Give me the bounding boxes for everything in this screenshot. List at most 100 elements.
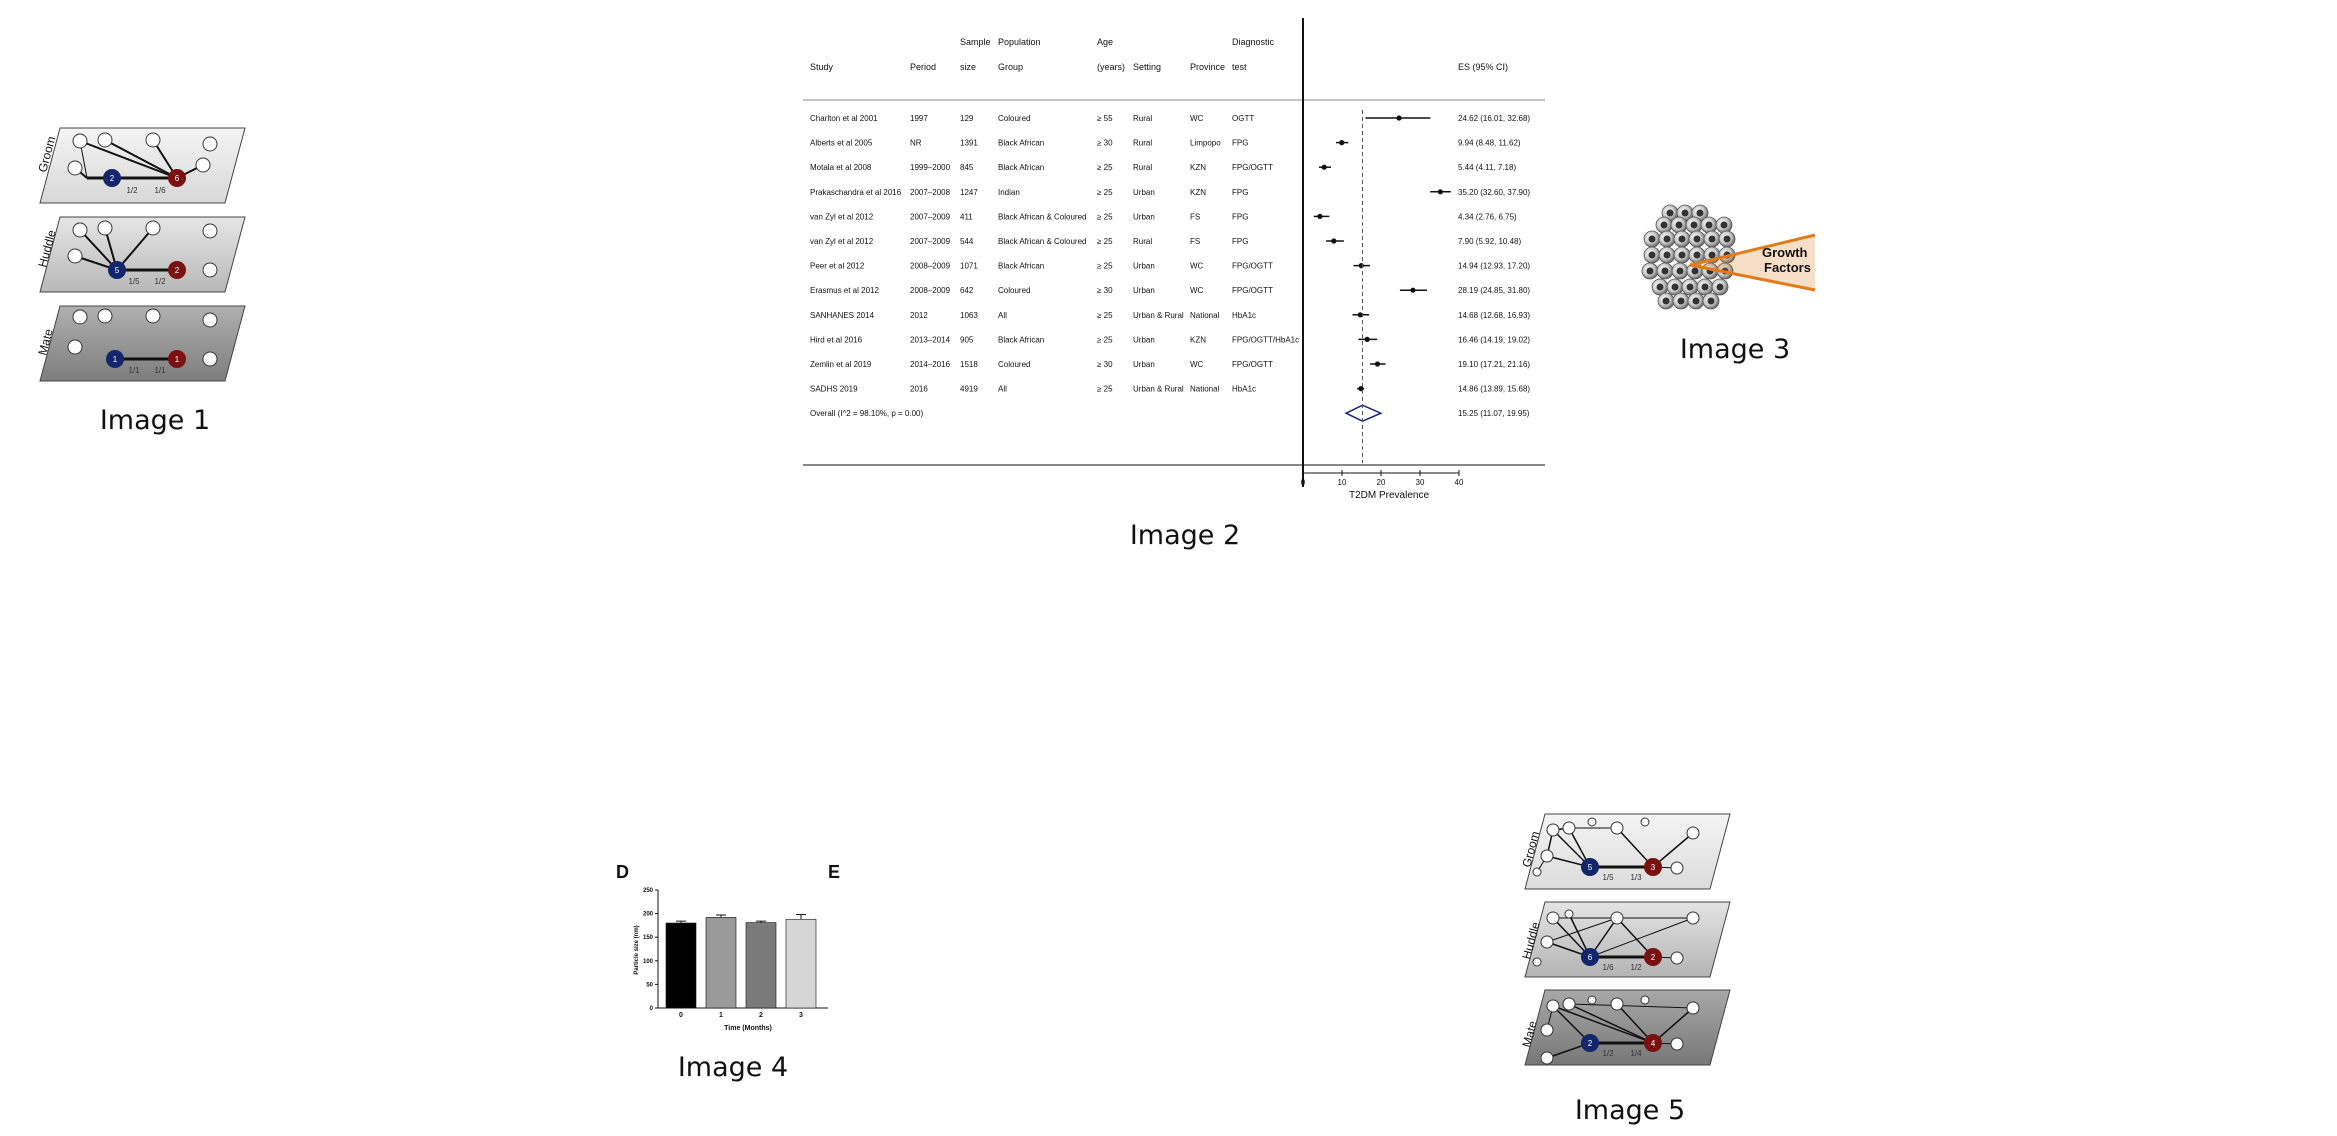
estimate-point [1317, 213, 1323, 219]
x-tick-label: 2 [759, 1012, 763, 1019]
blue-node [108, 261, 126, 279]
forest-size-cell: 845 [960, 163, 974, 172]
forest-period-cell: 2007–2009 [910, 212, 951, 221]
panel-letter-d: D [616, 862, 629, 882]
forest-age-cell: ≥ 25 [1097, 212, 1113, 221]
image4-panel: D E Particle size (nm) Time (Months) 0 50… [610, 860, 840, 1040]
forest-period-cell: 2012 [910, 311, 928, 320]
header-sample-1: Sample [960, 37, 991, 47]
overall-label: Overall (I^2 = 98.10%, p = 0.00) [810, 409, 923, 418]
red-node-label: 4 [1651, 1039, 1656, 1048]
red-fraction: 1/1 [154, 366, 166, 375]
forest-size-cell: 544 [960, 237, 974, 246]
forest-size-cell: 642 [960, 286, 974, 295]
forest-row: Motala et al 2008 1999–2000 845 Black Afric… [810, 163, 1516, 172]
cell-nucleus [1707, 297, 1715, 305]
forest-size-cell: 4919 [960, 385, 978, 394]
forest-setting-cell: Urban [1133, 286, 1155, 295]
forest-size-cell: 1391 [960, 139, 978, 148]
forest-setting-cell: Urban [1133, 360, 1155, 369]
forest-age-cell: ≥ 25 [1097, 163, 1113, 172]
growth-factor-beam [1689, 233, 1816, 292]
forest-es-cell: 14.68 (12.68, 16.93) [1458, 311, 1530, 320]
cell-nucleus [1660, 221, 1668, 229]
forest-test-cell: FPG/OGTT [1232, 360, 1273, 369]
forest-province-cell: FS [1190, 237, 1200, 246]
forest-group-cell: Coloured [998, 360, 1030, 369]
header-province: Province [1190, 62, 1225, 72]
forest-size-cell: 1518 [960, 360, 978, 369]
forest-study-cell: Prakaschandra et al 2016 [810, 188, 902, 197]
cell-nucleus [1705, 221, 1713, 229]
cell-nucleus [1693, 235, 1701, 243]
forest-study-cell: Erasmus et al 2012 [810, 286, 879, 295]
cell-nucleus [1690, 221, 1698, 229]
forest-size-cell: 1063 [960, 311, 978, 320]
forest-period-cell: 1997 [910, 114, 928, 123]
cell-nucleus [1686, 283, 1694, 291]
forest-province-cell: KZN [1190, 163, 1206, 172]
header-pop-2: Group [998, 62, 1023, 72]
cell-nucleus [1646, 267, 1654, 275]
panel-letter-e: E [828, 862, 840, 882]
caption-image-1: Image 1 [99, 405, 211, 436]
forest-setting-cell: Urban [1133, 262, 1155, 271]
forest-period-cell: 2008–2009 [910, 286, 951, 295]
forest-study-cell: Hird et al 2016 [810, 335, 863, 344]
forest-study-cell: Peer et al 2012 [810, 262, 865, 271]
red-fraction: 1/4 [1630, 1049, 1642, 1058]
red-fraction: 1/3 [1630, 873, 1642, 882]
cell-nucleus [1681, 209, 1689, 217]
forest-setting-cell: Urban & Rural [1133, 311, 1184, 320]
x-axis-title: T2DM Prevalence [1349, 490, 1429, 501]
cell-cluster-illustration: Growth Factors [1641, 204, 1816, 310]
forest-es-cell: 7.90 (5.92, 10.48) [1458, 237, 1521, 246]
growth-label: Growth [1762, 245, 1808, 260]
estimate-point [1396, 115, 1402, 121]
forest-size-cell: 129 [960, 114, 974, 123]
forest-row: Peer et al 2012 2008–2009 1071 Black Africa… [810, 262, 1530, 271]
blue-node [103, 169, 121, 187]
image3-panel: Growth Factors [1630, 195, 1830, 320]
forest-es-cell: 24.62 (16.01, 32.68) [1458, 114, 1530, 123]
layer-groom: 2 6 1/2 1/6 Groom [35, 127, 246, 204]
red-fraction: 1/6 [154, 186, 166, 195]
forest-province-cell: FS [1190, 212, 1200, 221]
x-tick-label: 20 [1377, 478, 1386, 487]
forest-study-cell: van Zyl et al 2012 [810, 212, 874, 221]
blue-node [1581, 1034, 1599, 1052]
layer-groom: 5 3 1/5 1/3 Groom [1519, 813, 1731, 890]
blue-node-label: 5 [115, 266, 120, 275]
blue-fraction: 1/6 [1602, 963, 1614, 972]
forest-test-cell: FPG [1232, 212, 1248, 221]
header-setting: Setting [1133, 62, 1161, 72]
y-axis-label: Particle size (nm) [634, 925, 640, 974]
estimate-point [1358, 386, 1364, 392]
forest-es-cell: 5.44 (4.11, 7.18) [1458, 163, 1516, 172]
forest-province-cell: KZN [1190, 188, 1206, 197]
forest-setting-cell: Rural [1133, 237, 1152, 246]
forest-group-cell: Black African [998, 163, 1044, 172]
header-period: Period [910, 62, 936, 72]
cell-nucleus [1656, 283, 1664, 291]
cell-nucleus [1671, 283, 1679, 291]
forest-period-cell: NR [910, 139, 922, 148]
x-tick-label: 30 [1416, 478, 1425, 487]
forest-province-cell: WC [1190, 114, 1204, 123]
forest-age-cell: ≥ 55 [1097, 114, 1113, 123]
forest-period-cell: 2007–2009 [910, 237, 951, 246]
header-diag-2: test [1232, 62, 1247, 72]
cell-nucleus [1663, 251, 1671, 259]
header-es: ES (95% CI) [1458, 62, 1508, 72]
cell-nucleus [1678, 235, 1686, 243]
forest-age-cell: ≥ 30 [1097, 139, 1113, 148]
forest-group-cell: Black African [998, 262, 1044, 271]
forest-period-cell: 2014–2016 [910, 360, 951, 369]
cell-nucleus [1663, 235, 1671, 243]
forest-es-cell: 28.19 (24.85, 31.80) [1458, 286, 1530, 295]
forest-setting-cell: Rural [1133, 114, 1152, 123]
forest-study-cell: Zemlin et al 2019 [810, 360, 872, 369]
cell-nucleus [1693, 251, 1701, 259]
forest-group-cell: Coloured [998, 114, 1030, 123]
x-axis-label: Time (Months) [724, 1025, 772, 1032]
